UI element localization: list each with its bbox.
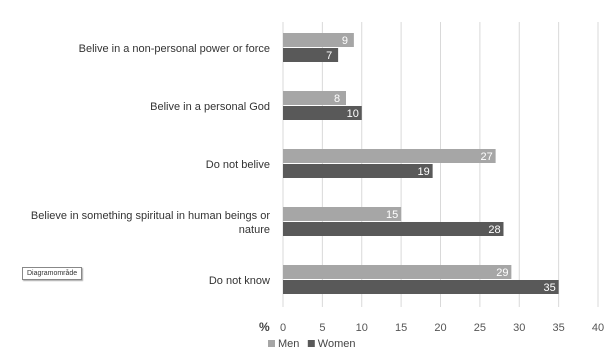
x-tick-label: 20 [434, 322, 446, 334]
x-axis-ticks: 0 5 10 15 20 25 30 35 40 [280, 322, 604, 334]
legend-swatch-men [268, 340, 275, 347]
category-label: Believe in something spiritual in human … [31, 210, 270, 222]
bar-men [283, 91, 346, 105]
bar-men [283, 149, 496, 163]
category-label: nature [239, 224, 270, 236]
bar-men [283, 207, 402, 221]
data-label-men: 15 [386, 209, 398, 221]
data-label-women: 35 [544, 282, 556, 294]
x-tick-label: 35 [553, 322, 565, 334]
data-label-men: 9 [342, 35, 348, 47]
data-label-women: 7 [326, 50, 332, 62]
x-tick-label: 10 [356, 322, 368, 334]
bar-women [283, 164, 433, 178]
legend: Men Women [268, 338, 356, 350]
legend-label-men: Men [278, 338, 299, 350]
chart-area-tooltip: Diagramområde [22, 267, 83, 280]
bars: 97 8 10 27 19 15 28 29 35 [283, 33, 559, 294]
data-label-women: 10 [347, 108, 359, 120]
category-label: Do not belive [206, 159, 270, 171]
data-label-women: 19 [418, 166, 430, 178]
data-label-men: 29 [496, 267, 508, 279]
data-label-women: 28 [488, 224, 500, 236]
category-label: Belive in a personal God [150, 101, 270, 113]
category-label: Belive in a non-personal power or force [79, 43, 270, 55]
bar-men [283, 265, 512, 279]
x-tick-label: 30 [513, 322, 525, 334]
x-tick-label: 5 [319, 322, 325, 334]
x-axis-unit-label: % [259, 320, 270, 334]
bar-women [283, 48, 339, 62]
legend-label-women: Women [318, 338, 356, 350]
bar-women [283, 222, 504, 236]
bar-women [283, 280, 559, 294]
x-tick-label: 25 [474, 322, 486, 334]
category-label: Do not know [209, 275, 270, 287]
legend-swatch-women [307, 340, 315, 347]
data-label-men: 27 [481, 151, 493, 163]
gridlines [282, 22, 599, 307]
bar-women [283, 106, 362, 120]
category-labels: Belive in a non-personal power or force B… [31, 43, 270, 287]
bar-men [283, 33, 354, 47]
x-tick-label: 0 [280, 322, 286, 334]
x-tick-label: 15 [395, 322, 407, 334]
x-tick-label: 40 [592, 322, 604, 334]
data-label-men: 8 [334, 93, 340, 105]
